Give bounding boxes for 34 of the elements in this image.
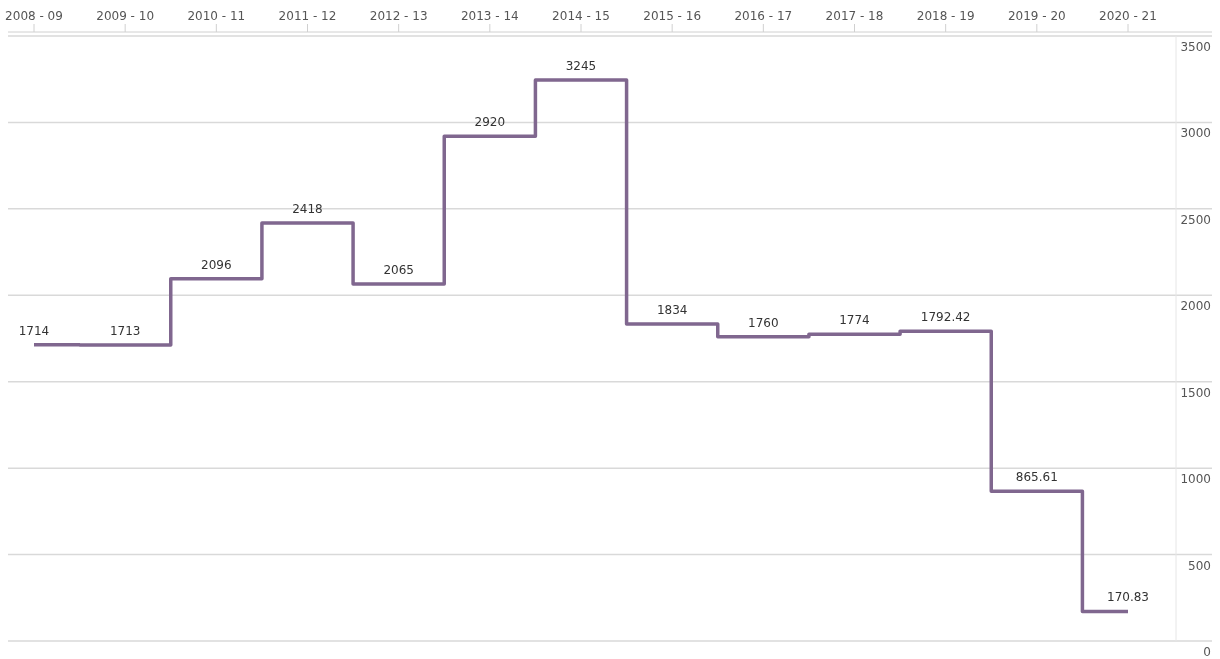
x-tick-label: 2015 - 16 [643, 9, 702, 23]
data-label: 2096 [201, 257, 232, 272]
data-label: 1714 [18, 323, 50, 338]
y-tick-label: 0 [1203, 645, 1211, 659]
data-label: 1774 [839, 313, 870, 328]
data-label: 1713 [109, 323, 141, 338]
data-label: 1834 [656, 302, 688, 317]
y-tick-label: 2000 [1180, 299, 1211, 314]
data-label: 865.61 [1015, 470, 1058, 485]
y-tick-label: 1500 [1180, 385, 1211, 400]
x-tick-label: 2010 - 11 [187, 9, 246, 23]
x-tick-label: 2014 - 15 [552, 9, 610, 23]
data-label: 2418 [292, 202, 323, 217]
y-tick-label: 1000 [1180, 472, 1211, 487]
x-tick-label: 2016 - 17 [734, 9, 793, 23]
x-tick-label: 2020 - 21 [1099, 9, 1157, 23]
x-tick-label: 2013 - 14 [460, 9, 519, 23]
x-tick-label: 2008 - 09 [5, 9, 63, 23]
data-label: 2065 [383, 263, 414, 278]
x-tick-label: 2012 - 13 [369, 9, 428, 23]
data-label: 3245 [565, 59, 597, 74]
y-tick-label: 3500 [1180, 40, 1211, 54]
data-label: 1792.42 [920, 310, 971, 325]
y-tick-label: 3000 [1180, 126, 1211, 141]
y-tick-label: 500 [1188, 558, 1211, 573]
y-tick-label: 2500 [1180, 212, 1211, 227]
data-label: 2920 [474, 115, 506, 130]
x-tick-label: 2009 - 10 [96, 9, 155, 23]
x-tick-label: 2011 - 12 [278, 9, 337, 23]
data-label: 170.83 [1107, 590, 1149, 605]
x-tick-label: 2018 - 19 [916, 9, 975, 23]
data-label: 1760 [748, 315, 779, 330]
x-tick-label: 2017 - 18 [825, 9, 884, 23]
x-tick-label: 2019 - 20 [1007, 9, 1066, 23]
